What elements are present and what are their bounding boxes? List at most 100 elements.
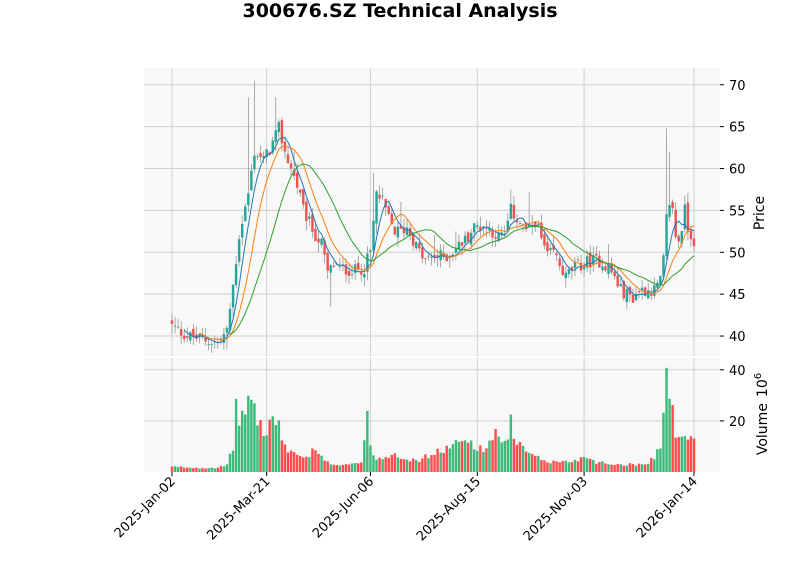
volume-bar bbox=[277, 420, 281, 472]
volume-bar bbox=[424, 454, 427, 472]
candle-body bbox=[433, 254, 436, 258]
volume-bar bbox=[225, 464, 229, 472]
volume-bar bbox=[436, 448, 439, 472]
volume-bar bbox=[595, 463, 598, 472]
volume-bar bbox=[692, 438, 696, 472]
candle-body bbox=[683, 204, 687, 229]
candle-body bbox=[280, 120, 284, 144]
price-tick-label: 70 bbox=[729, 79, 746, 94]
candle-body bbox=[189, 332, 192, 341]
volume-bar bbox=[222, 466, 226, 472]
candle-body bbox=[393, 226, 397, 235]
candle-body bbox=[442, 253, 445, 257]
candle-body bbox=[405, 227, 409, 236]
volume-bar bbox=[503, 440, 506, 472]
volume-bar bbox=[375, 459, 378, 472]
volume-bar bbox=[302, 457, 305, 472]
volume-bar bbox=[500, 442, 503, 472]
candle-body bbox=[298, 189, 302, 193]
volume-bar bbox=[631, 464, 635, 472]
volume-bar bbox=[317, 453, 320, 472]
candle-body bbox=[485, 228, 488, 229]
volume-bar bbox=[662, 412, 665, 472]
candle-body bbox=[631, 294, 635, 303]
candle-body bbox=[659, 276, 662, 285]
volume-bar bbox=[637, 463, 641, 472]
volume-bar bbox=[323, 460, 326, 472]
candle-body bbox=[463, 235, 467, 244]
candle-body bbox=[689, 230, 693, 240]
volume-bar bbox=[457, 441, 461, 472]
volume-bar bbox=[494, 428, 497, 472]
x-tick-label: 2025-Jan-02 bbox=[112, 474, 179, 541]
candle-body bbox=[179, 329, 183, 336]
candle-body bbox=[561, 265, 564, 276]
volume-bar bbox=[454, 440, 458, 472]
volume-bar bbox=[512, 438, 516, 472]
candle-body bbox=[552, 244, 555, 250]
volume-bar bbox=[353, 462, 357, 472]
candle-body bbox=[573, 262, 577, 269]
candle-body bbox=[601, 266, 604, 271]
volume-bar bbox=[366, 411, 369, 472]
candle-body bbox=[653, 285, 656, 296]
candle-body bbox=[381, 195, 384, 197]
candle-body bbox=[421, 247, 424, 259]
candle-body bbox=[537, 224, 540, 225]
price-tick-label: 40 bbox=[729, 330, 746, 345]
volume-bar bbox=[540, 460, 543, 472]
candle-body bbox=[457, 241, 461, 250]
candle-body bbox=[564, 272, 568, 278]
candle-body bbox=[234, 264, 238, 286]
candle-body bbox=[588, 252, 592, 268]
volume-bar bbox=[518, 441, 522, 472]
candle-body bbox=[460, 242, 464, 246]
candle-body bbox=[222, 334, 226, 343]
volume-bar bbox=[601, 461, 604, 472]
volume-bar bbox=[509, 414, 513, 472]
volume-bar bbox=[476, 450, 479, 472]
volume-bar bbox=[289, 450, 293, 472]
volume-bar bbox=[399, 458, 403, 472]
candle-body bbox=[634, 293, 638, 301]
candle-body bbox=[640, 287, 644, 291]
candle-body bbox=[509, 203, 513, 219]
grid-layer bbox=[144, 68, 720, 472]
volume-bar bbox=[469, 440, 473, 472]
volume-bar bbox=[347, 464, 351, 472]
candle-body bbox=[302, 189, 305, 205]
candle-body bbox=[570, 266, 574, 271]
volume-tick-label: 20 bbox=[729, 415, 746, 430]
volume-bar bbox=[402, 459, 406, 472]
volume-bar bbox=[646, 463, 650, 472]
volume-bar bbox=[228, 453, 232, 472]
candle-body bbox=[692, 238, 696, 247]
candle-body bbox=[237, 239, 241, 262]
volume-bar bbox=[552, 460, 555, 472]
volume-bar bbox=[634, 465, 638, 472]
volume-bar bbox=[259, 419, 262, 472]
volume-bar bbox=[448, 448, 452, 472]
candle-body bbox=[424, 258, 427, 259]
candle-body bbox=[595, 253, 598, 256]
volume-bar bbox=[262, 435, 265, 472]
volume-bar bbox=[335, 465, 339, 472]
price-axis-label: Price bbox=[752, 196, 768, 230]
volume-bar bbox=[674, 437, 677, 472]
volume-bar bbox=[250, 399, 253, 472]
volume-bar bbox=[298, 456, 302, 472]
volume-bar bbox=[680, 436, 684, 472]
volume-bar bbox=[344, 464, 348, 472]
candle-body bbox=[247, 193, 250, 206]
volume-bar bbox=[326, 461, 329, 472]
ma-line-5 bbox=[183, 136, 695, 344]
volume-bar bbox=[201, 468, 204, 472]
volume-bar bbox=[173, 466, 177, 472]
volume-bar bbox=[244, 414, 247, 472]
volume-bar bbox=[350, 463, 354, 472]
candle-body bbox=[598, 255, 601, 268]
candle-body bbox=[317, 238, 320, 243]
candle-body bbox=[607, 264, 610, 274]
volume-bar bbox=[311, 448, 314, 472]
volume-bar bbox=[588, 458, 592, 472]
